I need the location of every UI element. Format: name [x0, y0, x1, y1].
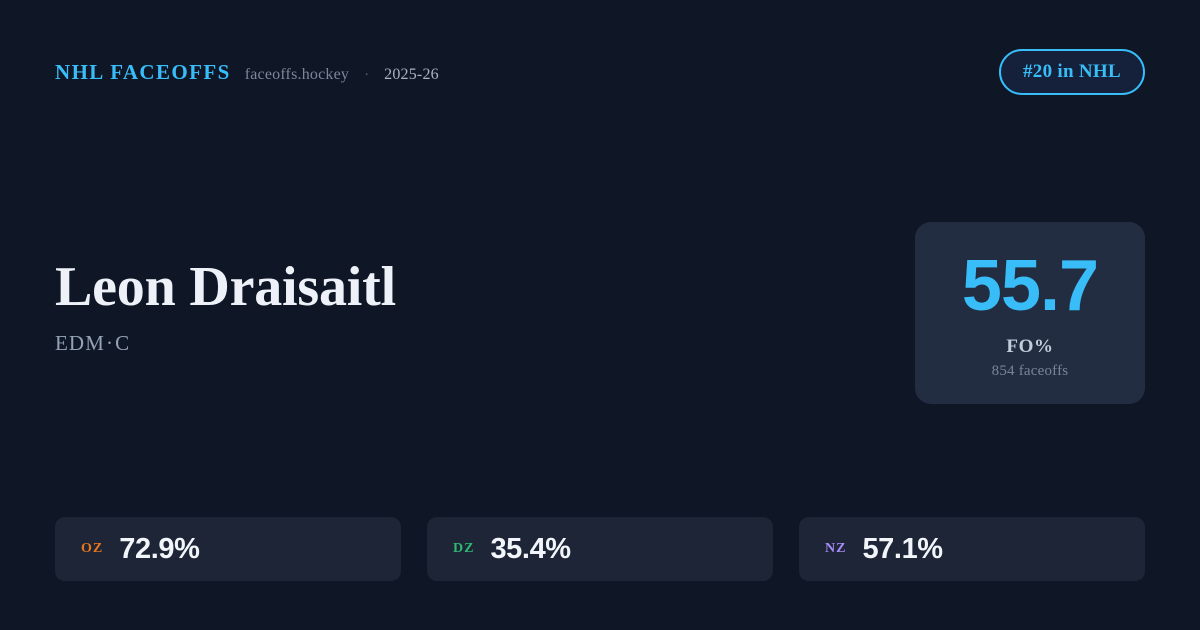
faceoff-percentage-label: FO%	[1006, 336, 1054, 357]
zone-stat-box-dz: DZ 35.4%	[427, 517, 773, 581]
zone-tag-oz: OZ	[81, 541, 104, 556]
zone-value-oz: 72.9%	[119, 532, 200, 565]
season-label: 2025-26	[384, 65, 439, 83]
brand-title: NHL FACEOFFS	[55, 59, 231, 84]
player-position: C	[115, 330, 131, 355]
zone-value-dz: 35.4%	[490, 532, 571, 565]
zone-value-nz: 57.1%	[862, 532, 943, 565]
zone-stats-row: OZ 72.9% DZ 35.4% NZ 57.1%	[55, 517, 1145, 581]
brand-site-label: faceoffs.hockey	[244, 65, 350, 83]
rank-badge: #20 in NHL	[998, 49, 1145, 95]
zone-tag-dz: DZ	[453, 541, 475, 556]
zone-stat-box-oz: OZ 72.9%	[55, 517, 401, 581]
player-name: Leon Draisaitl	[55, 256, 396, 318]
player-meta: EDM·C	[55, 331, 396, 356]
primary-stat-card: 55.7 FO% 854 faceoffs	[915, 222, 1145, 404]
player-meta-separator: ·	[105, 330, 115, 355]
zone-tag-nz: NZ	[825, 541, 847, 556]
faceoff-count-label: 854 faceoffs	[991, 363, 1069, 379]
player-team: EDM	[55, 330, 105, 355]
header: NHL FACEOFFS faceoffs.hockey · 2025-26 #…	[55, 49, 1145, 95]
zone-stat-box-nz: NZ 57.1%	[799, 517, 1145, 581]
brand-separator: ·	[364, 66, 370, 83]
faceoff-percentage-value: 55.7	[961, 246, 1099, 326]
player-block: Leon Draisaitl EDM·C	[55, 258, 396, 356]
brand-group: NHL FACEOFFS faceoffs.hockey · 2025-26	[55, 60, 439, 85]
